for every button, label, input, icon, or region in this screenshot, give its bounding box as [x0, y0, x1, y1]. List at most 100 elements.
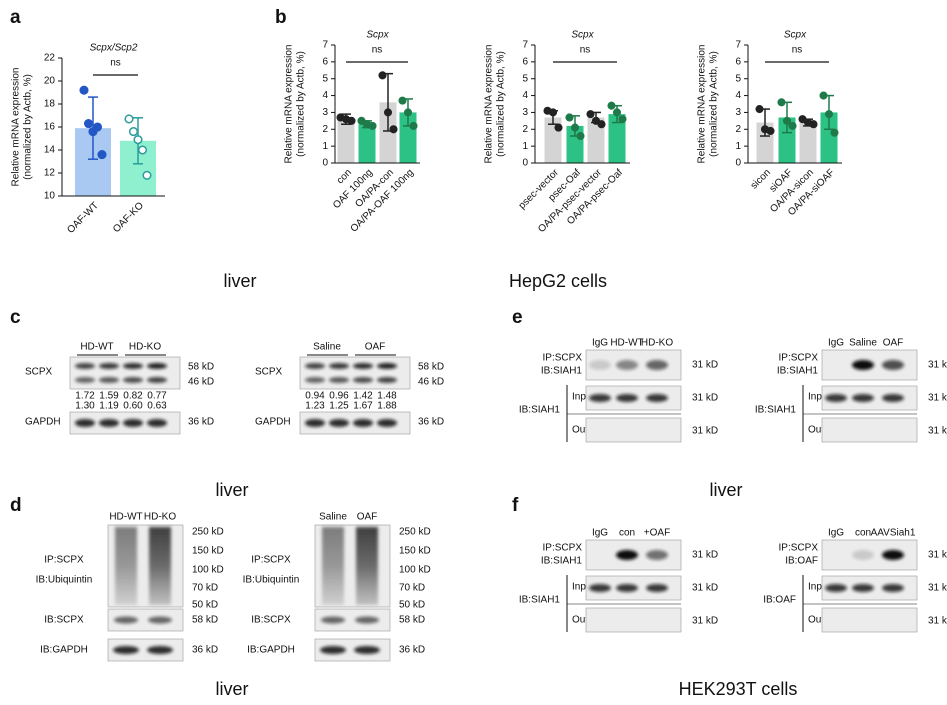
size-label: 36 kD: [188, 417, 214, 428]
size-label: 46 kD: [188, 377, 214, 388]
y-tick-label: 5: [522, 73, 528, 84]
data-point: [389, 125, 398, 134]
lane-label: OAF: [365, 342, 386, 353]
size-label: 36 kD: [399, 645, 425, 656]
blot-band: [353, 363, 373, 369]
ubiquitin-smear: [356, 527, 378, 605]
size-label: 150 kD: [192, 546, 224, 557]
row-label: IB:SIAH1: [519, 405, 561, 416]
lane-label: +OAF: [644, 528, 670, 539]
blot-band: [147, 419, 167, 427]
size-label: 31 kD: [928, 550, 947, 561]
panel-label: b: [275, 7, 287, 28]
row-label: GAPDH: [255, 417, 291, 428]
data-point: [378, 71, 387, 80]
blot-membrane: [585, 417, 682, 443]
size-label: 31 kD: [692, 360, 718, 371]
bar: [799, 122, 817, 163]
blot-band: [616, 584, 638, 592]
y-tick-label: 2: [735, 124, 741, 135]
quant-value: 1.67: [353, 401, 373, 412]
y-axis-label: Relative mRNA expression: [697, 45, 708, 164]
caption: liver: [215, 480, 248, 500]
blot-band: [147, 377, 167, 383]
blot-band: [75, 377, 95, 383]
blot-band: [646, 360, 668, 370]
data-point: [819, 91, 828, 100]
blot-band: [589, 394, 611, 402]
blot-band: [825, 584, 847, 592]
y-tick-label: 1: [522, 141, 528, 152]
data-point: [398, 96, 407, 105]
row-label: SCPX: [25, 367, 53, 378]
quant-value: 0.94: [305, 391, 325, 402]
blot-band: [123, 363, 143, 369]
data-point: [403, 108, 413, 117]
blot-membrane: [585, 607, 682, 633]
row-label: GAPDH: [25, 417, 61, 428]
y-tick-label: 3: [735, 107, 741, 118]
size-label: 58 kD: [418, 362, 444, 373]
chart-title: Scpx: [571, 30, 594, 41]
size-label: 31 kD: [692, 550, 718, 561]
y-axis-label: (normalized by Actb, %): [709, 51, 720, 157]
blot-band: [355, 616, 379, 624]
y-tick-label: 1: [735, 141, 741, 152]
data-point: [97, 150, 107, 160]
data-point: [576, 131, 585, 141]
caption: HepG2 cells: [509, 271, 607, 291]
blot-band: [99, 377, 119, 383]
y-axis-label: Relative mRNA expression: [484, 45, 495, 164]
quant-value: 0.77: [147, 391, 167, 402]
blot-band: [589, 584, 611, 592]
quant-value: 1.88: [377, 401, 397, 412]
y-axis-label: (normalized by Actb, %): [496, 51, 507, 157]
blot-band: [305, 419, 325, 427]
y-tick-label: 7: [522, 40, 528, 51]
quant-value: 1.23: [305, 401, 325, 412]
row-label: Input: [808, 582, 830, 593]
blot-band: [305, 363, 325, 369]
lane-label: IgG: [592, 528, 608, 539]
blot-band: [329, 363, 349, 369]
row-label: Input: [572, 392, 594, 403]
size-label: 46 kD: [418, 377, 444, 388]
y-tick-label: 0: [522, 158, 528, 169]
data-point: [612, 108, 622, 117]
size-label: 150 kD: [399, 546, 431, 557]
size-label: 50 kD: [399, 600, 425, 611]
lane-label: OAF: [883, 338, 904, 349]
blot-membrane: [314, 608, 391, 632]
blot-band: [354, 646, 380, 654]
bar: [379, 102, 397, 163]
lane-label: HD-KO: [144, 512, 176, 523]
blot-band: [882, 394, 904, 402]
y-tick-label: 16: [44, 122, 56, 133]
data-point: [554, 123, 563, 132]
y-tick-label: 0: [322, 158, 328, 169]
row-label: SCPX: [255, 367, 283, 378]
lane-label: HD-KO: [129, 342, 161, 353]
size-label: 31 kD: [928, 616, 947, 627]
y-tick-label: 3: [322, 107, 328, 118]
quant-value: 0.82: [123, 391, 143, 402]
blot-band: [852, 360, 874, 370]
data-point: [597, 120, 606, 129]
significance: ns: [110, 58, 121, 69]
y-tick-label: 20: [44, 76, 56, 87]
lane-label: HD-WT: [610, 338, 643, 349]
size-label: 31 kD: [692, 426, 718, 437]
row-label: IB:SIAH1: [519, 595, 561, 606]
data-point: [79, 85, 89, 95]
panel-label: f: [512, 495, 519, 516]
row-label: IB:SIAH1: [541, 556, 583, 567]
lane-label: AAVSiah1: [871, 528, 916, 539]
y-axis-label: (normalized by Actb, %): [23, 74, 34, 180]
significance: ns: [792, 45, 803, 56]
ubiquitin-smear: [149, 527, 171, 605]
size-label: 36 kD: [418, 417, 444, 428]
caption: liver: [223, 271, 256, 291]
y-tick-label: 14: [44, 145, 56, 156]
y-tick-label: 0: [735, 158, 741, 169]
data-point: [142, 170, 152, 180]
